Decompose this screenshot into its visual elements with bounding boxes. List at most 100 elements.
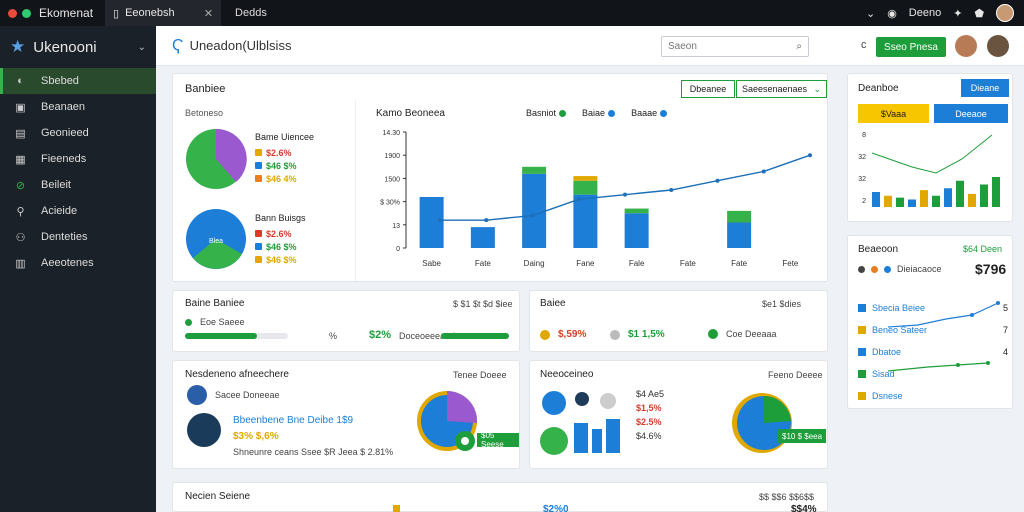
- y-tick-label: 32: [858, 154, 866, 161]
- maximize-window-icon[interactable]: [22, 8, 31, 18]
- sidebar-brand[interactable]: ★ Ukenooni ⌄: [0, 26, 156, 68]
- mini-bar: [944, 188, 952, 207]
- avatar[interactable]: [955, 35, 977, 57]
- info-line-4: Shneunre ceans Ssee $R Jeea $ 2.81%: [233, 447, 394, 457]
- card-title: Neeoceineo: [540, 369, 594, 380]
- info-card-1: Nesdeneno afneechere Tenee Doeee Sacee D…: [172, 360, 520, 469]
- info-badge: $10 $ $eea: [778, 429, 827, 443]
- bar-segment-1: [573, 180, 598, 195]
- stats-badge: $64 Deen: [963, 244, 1003, 254]
- metric-1: $,59%: [540, 329, 586, 340]
- avatar[interactable]: [987, 35, 1009, 57]
- stats-value-label: Dieiacaoce: [897, 264, 942, 274]
- y-tick-label: 1900: [384, 153, 400, 160]
- donut-chart-1: [417, 390, 478, 451]
- trend-point: [623, 192, 627, 197]
- yellow-button[interactable]: $Vaaa: [858, 104, 929, 123]
- stats-label: Dsnese: [872, 391, 903, 401]
- right-panel-title: Deanboe: [858, 83, 899, 94]
- x-tick-label: Fate: [475, 259, 492, 268]
- sidebar-item-label: Sbebed: [41, 75, 79, 87]
- metric-2: $1 1,5%: [610, 329, 665, 340]
- card-title: Necien Seiene: [185, 491, 251, 502]
- browser-tab-2[interactable]: Dedds: [235, 7, 267, 19]
- stats-row-value: 4: [1002, 347, 1008, 357]
- progress-card-2: Baiee $e1 $dies $,59% $1 1,5% Coe Deeaaa: [529, 290, 828, 352]
- stats-label: Sbecia Beiee: [872, 303, 926, 313]
- legend-item[interactable]: Baiae: [582, 108, 619, 118]
- progress-row-1: Eoe Saeee: [185, 317, 245, 327]
- avatar[interactable]: [996, 4, 1014, 22]
- blue-button[interactable]: Deeaoe: [934, 104, 1008, 123]
- search-icon: ⚲: [16, 205, 25, 218]
- x-tick-label: Sabe: [422, 259, 441, 268]
- box-icon: ▣: [15, 101, 26, 114]
- stats-label: Sisad: [872, 369, 895, 379]
- stats-row: Dbatoe 4: [858, 341, 1008, 363]
- main-chart-legend: Basniot Baiae Baaae: [526, 108, 671, 118]
- sidebar-item[interactable]: ▥ Aeeotenes: [0, 250, 156, 276]
- chevron-down-icon[interactable]: ⌄: [137, 41, 146, 53]
- legend-swatch: [608, 109, 616, 117]
- primary-button[interactable]: Sseo Pnesa: [876, 37, 946, 57]
- globe-icon: [187, 413, 221, 447]
- x-tick-label: Fate: [731, 259, 748, 268]
- value-item: $1,5%: [636, 403, 662, 413]
- chevron-down-icon[interactable]: ⌄: [865, 7, 876, 20]
- right-panel-button[interactable]: Dieane: [961, 79, 1009, 97]
- pie2-title: Bann Buisgs: [255, 213, 306, 223]
- square-icon: [393, 505, 400, 512]
- y-tick-label: 8: [862, 132, 866, 139]
- legend-swatch: [255, 243, 262, 250]
- stats-row: Sbecia Beiee 5: [858, 297, 1008, 319]
- dot-icon: [540, 329, 550, 340]
- y-tick-label: 0: [396, 246, 400, 253]
- sidebar-item[interactable]: ⊘ Beileit: [0, 172, 156, 198]
- bar-segment-1: [727, 210, 752, 223]
- dropdown-2-label: Saeesenaenaes: [742, 84, 808, 94]
- shield-icon[interactable]: ⬟: [974, 7, 984, 20]
- trend-point: [669, 188, 674, 192]
- sidebar-item[interactable]: ▤ Geonieed: [0, 120, 156, 146]
- app-title: Ekomenat: [39, 6, 94, 20]
- top-right-label[interactable]: Deeno: [908, 7, 942, 19]
- bar-segment-1: [522, 166, 547, 174]
- legend-label: $46 $%: [266, 241, 297, 252]
- donut-chart-2: [732, 393, 792, 453]
- metric-3: Coe Deeaaa: [708, 329, 777, 339]
- dropdown-1[interactable]: Dbeanee: [681, 80, 735, 98]
- right-panel: Deanboe Dieane $Vaaa Deeaoe 8 32 32 2: [847, 73, 1013, 222]
- y-tick-label: 32: [858, 176, 866, 183]
- mini-bar: [980, 184, 988, 207]
- sidebar-item[interactable]: ▣ Beanaen: [0, 94, 156, 120]
- legend-item[interactable]: Basniot: [526, 108, 570, 118]
- legend-item[interactable]: Baaae: [631, 108, 671, 118]
- metric-value: $1 1,5%: [628, 329, 665, 340]
- close-icon[interactable]: ✕: [203, 7, 214, 20]
- stats-swatch: [858, 326, 866, 334]
- pie2-legend: $2.6% $46 $% $46 $%: [255, 227, 297, 266]
- info-highlight: Bbeenbene Bne Deibe 1$9: [233, 415, 354, 426]
- mini-bar: [956, 180, 964, 207]
- clock-icon[interactable]: ◉: [887, 7, 897, 20]
- stats-value: $796: [975, 261, 1007, 277]
- logo-icon: Ҁ: [172, 36, 184, 54]
- sidebar-item[interactable]: ◐ Sbebed: [0, 68, 156, 94]
- sidebar-item[interactable]: ▦ Fieeneds: [0, 146, 156, 172]
- users-icon: ⚇: [15, 231, 26, 244]
- sync-icon[interactable]: c: [861, 39, 867, 51]
- pin-icon[interactable]: ✦: [953, 7, 963, 20]
- legend-label: $46 $%: [266, 254, 297, 265]
- search-input[interactable]: Saeon ⌕: [661, 36, 809, 57]
- sidebar-item[interactable]: ⚲ Acieide: [0, 198, 156, 224]
- browser-tab[interactable]: ▯ Eeonebsh ✕: [105, 0, 222, 26]
- close-window-icon[interactable]: [8, 8, 17, 18]
- info-card-2: Neeoceineo Feeno Deeee $4 Ae5 $1,5% $2.5% $…: [529, 360, 828, 469]
- info-badge: $05 Seese: [477, 431, 519, 449]
- pie-chart-2: Blea: [186, 209, 246, 269]
- search-icon[interactable]: ⌕: [796, 41, 802, 52]
- legend-label: $46 $%: [266, 160, 297, 171]
- dropdown-2[interactable]: Saeesenaenaes ⌄: [736, 80, 827, 98]
- sidebar-item[interactable]: ⚇ Denteties: [0, 224, 156, 250]
- avatar: [187, 385, 207, 405]
